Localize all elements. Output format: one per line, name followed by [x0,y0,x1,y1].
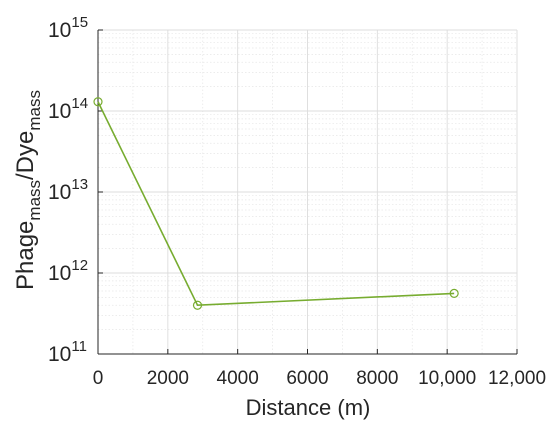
tick-labels: 0 2000 4000 6000 8000 10,000 12,000 1011 1012 101… [48,14,546,389]
axes [97,29,518,355]
series-line [97,101,455,307]
y-tick-label: 1011 [48,338,87,366]
x-tick-label: 0 [93,368,104,389]
data-point [192,300,203,310]
x-axis-label: Distance (m) [246,395,371,420]
x-tick-label: 2000 [147,368,189,389]
x-tick-label: 6000 [286,368,328,389]
data-point [93,97,103,107]
data-series [93,97,459,310]
y-tick-label: 1015 [48,14,88,42]
data-point [449,288,459,298]
y-axis-label: Phagemass/Dyemass [12,90,44,290]
grid [97,29,518,355]
y-tick-label: 1013 [48,176,88,204]
x-tick-label: 4000 [217,368,259,389]
y-tick-label: 1012 [48,257,88,285]
x-tick-label: 10,000 [418,368,476,389]
y-tick-label: 1014 [48,95,88,123]
x-tick-label: 8000 [356,368,398,389]
x-tick-label: 12,000 [488,368,546,389]
